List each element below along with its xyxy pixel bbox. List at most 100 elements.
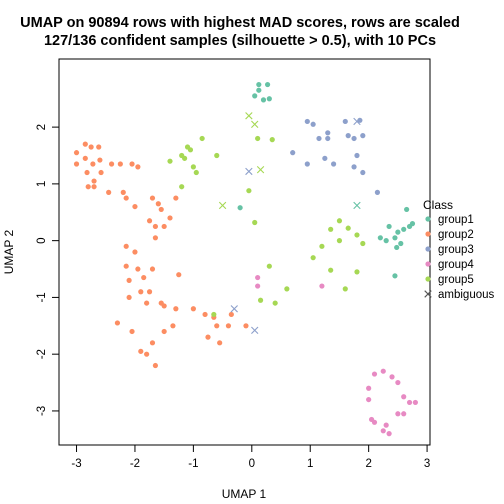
point-group4 bbox=[371, 371, 378, 377]
point-group3 bbox=[351, 164, 357, 170]
point-group2 bbox=[158, 206, 164, 213]
legend-entry-ambiguous: ambiguous bbox=[424, 289, 495, 301]
x-axis-label: UMAP 1 bbox=[222, 487, 267, 501]
point-group2 bbox=[84, 169, 90, 176]
point-group3 bbox=[290, 150, 296, 156]
point-group4 bbox=[406, 399, 413, 406]
point-group5 bbox=[211, 311, 217, 318]
legend-marker bbox=[425, 261, 431, 267]
point-group2 bbox=[73, 161, 80, 167]
point-group2 bbox=[106, 189, 112, 195]
point-ambiguous bbox=[218, 201, 227, 210]
point-group4 bbox=[412, 399, 418, 406]
point-group5 bbox=[354, 232, 360, 238]
legend-label: group4 bbox=[438, 259, 474, 271]
y-tick-label: -2 bbox=[36, 349, 48, 359]
point-group4 bbox=[380, 368, 386, 374]
point-group5 bbox=[284, 286, 290, 292]
point-group2 bbox=[123, 195, 129, 201]
point-group5 bbox=[187, 147, 194, 153]
point-group2 bbox=[97, 157, 103, 163]
point-group3 bbox=[316, 135, 322, 142]
point-group5 bbox=[214, 152, 220, 159]
point-group2 bbox=[73, 150, 80, 156]
point-group2 bbox=[135, 164, 141, 170]
point-ambiguous bbox=[245, 167, 253, 176]
point-group5 bbox=[354, 269, 360, 275]
y-tick-label: 1 bbox=[36, 181, 48, 187]
point-group1 bbox=[404, 206, 410, 213]
point-group2 bbox=[228, 311, 234, 318]
point-group1 bbox=[394, 244, 400, 251]
point-group1 bbox=[386, 223, 392, 230]
point-group5 bbox=[342, 286, 348, 292]
legend: Class group1 group2 group3 group4 group5 ambi… bbox=[423, 198, 495, 301]
point-group3 bbox=[374, 189, 381, 195]
point-group2 bbox=[152, 235, 159, 241]
point-group4 bbox=[366, 385, 372, 391]
point-group2 bbox=[126, 294, 132, 301]
point-ambiguous bbox=[245, 112, 253, 120]
point-group2 bbox=[85, 184, 91, 190]
point-group2 bbox=[126, 277, 132, 283]
x-axis: -3 -2 -1 0 1 2 3 bbox=[71, 444, 430, 470]
point-group2 bbox=[202, 311, 208, 318]
point-group2 bbox=[144, 351, 150, 357]
point-ambiguous bbox=[251, 120, 259, 128]
point-group1 bbox=[256, 87, 262, 93]
point-group2 bbox=[146, 289, 153, 295]
point-group2 bbox=[123, 243, 129, 249]
point-group5 bbox=[179, 184, 185, 190]
x-tick-label: 1 bbox=[307, 458, 313, 470]
point-group2 bbox=[132, 203, 138, 210]
x-tick-label: -1 bbox=[188, 458, 198, 470]
point-group2 bbox=[149, 266, 156, 272]
x-tick-label: 2 bbox=[365, 458, 371, 470]
legend-label: group1 bbox=[438, 214, 474, 226]
legend-label: group3 bbox=[438, 244, 474, 256]
point-group2 bbox=[146, 218, 153, 224]
legend-entry-group2: group2 bbox=[425, 229, 474, 241]
point-group3 bbox=[345, 133, 351, 139]
point-group4 bbox=[366, 396, 372, 403]
plot-area-border bbox=[58, 58, 431, 446]
point-group3 bbox=[354, 152, 360, 159]
point-group2 bbox=[149, 195, 156, 201]
legend-entry-group4: group4 bbox=[425, 259, 474, 271]
point-group3 bbox=[351, 135, 357, 142]
point-group4 bbox=[395, 411, 401, 417]
chart-title-line-1: UMAP on 90894 rows with highest MAD scor… bbox=[20, 15, 460, 31]
point-group5 bbox=[255, 135, 261, 142]
point-group1 bbox=[398, 240, 404, 247]
y-tick-label: -1 bbox=[36, 292, 48, 302]
point-group1 bbox=[237, 205, 243, 211]
point-group2 bbox=[117, 161, 123, 167]
point-group1 bbox=[377, 235, 383, 241]
point-group1 bbox=[264, 81, 271, 88]
point-ambiguous bbox=[353, 117, 361, 126]
point-group3 bbox=[360, 169, 366, 176]
point-group5 bbox=[319, 243, 325, 249]
point-group5 bbox=[328, 267, 334, 273]
point-group2 bbox=[176, 272, 182, 278]
point-group2 bbox=[114, 320, 121, 326]
point-group1 bbox=[392, 235, 398, 241]
legend-title: Class bbox=[423, 198, 453, 212]
x-tick-label: 3 bbox=[424, 458, 430, 470]
point-group2 bbox=[225, 323, 232, 329]
point-group1 bbox=[256, 81, 262, 88]
point-group3 bbox=[304, 161, 310, 167]
point-group2 bbox=[82, 141, 88, 147]
point-ambiguous bbox=[251, 326, 259, 335]
point-group5 bbox=[252, 219, 258, 226]
point-ambiguous bbox=[256, 166, 265, 174]
x-tick-label: 0 bbox=[249, 458, 255, 470]
point-group4 bbox=[383, 422, 389, 428]
point-group4 bbox=[319, 283, 325, 289]
point-group2 bbox=[129, 328, 135, 335]
point-group4 bbox=[255, 283, 261, 289]
point-group2 bbox=[82, 155, 88, 161]
point-group5 bbox=[246, 188, 252, 194]
point-group2 bbox=[138, 348, 144, 354]
point-group4 bbox=[380, 428, 386, 434]
